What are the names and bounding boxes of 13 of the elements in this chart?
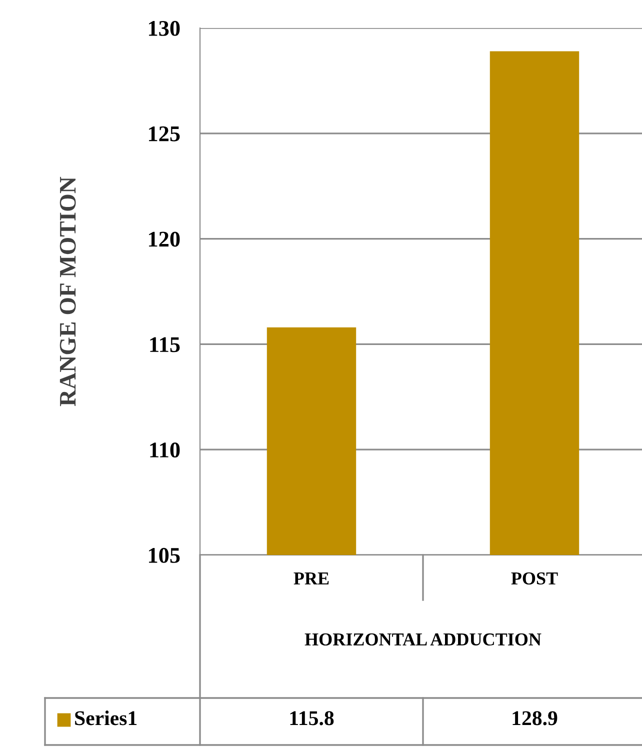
data-label: 115.8 [290,711,334,726]
y-tick-label: 125 [149,126,180,142]
y-tick-label: 120 [149,232,180,247]
y-axis-title: RANGE OF MOTION [60,176,76,406]
y-tick-label: 115 [150,337,180,352]
data-label: 128.9 [512,711,558,726]
x-tick-label: POST [511,572,558,585]
y-tick-label: 130 [149,20,180,36]
y-tick-label: 105 [149,548,180,563]
legend-label: Series1 [75,710,137,726]
x-tick-label: PRE [294,572,329,584]
x-axis-title: HORIZONTAL ADDUCTION [304,633,542,646]
y-tick-label: 110 [150,442,180,458]
